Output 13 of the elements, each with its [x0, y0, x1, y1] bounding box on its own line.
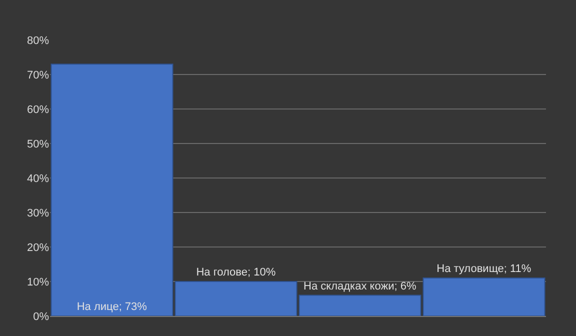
y-tick-label: 50% — [26, 138, 50, 150]
data-label: На туловище; 11% — [436, 263, 532, 276]
y-tick-label: 40% — [26, 172, 50, 185]
y-tick-label: 30% — [26, 207, 50, 220]
y-tick-label: 70% — [26, 69, 50, 82]
y-tick-label: 60% — [26, 104, 50, 116]
y-tick-label: 0% — [33, 310, 50, 323]
y-tick-label: 80% — [26, 34, 50, 47]
y-tick-label: 20% — [26, 242, 50, 254]
data-label: На складках кожи; 6% — [304, 280, 416, 292]
data-label: На голове; 10% — [196, 266, 276, 278]
data-label: На лице; 73% — [76, 301, 148, 313]
y-tick-label: 10% — [26, 276, 50, 288]
